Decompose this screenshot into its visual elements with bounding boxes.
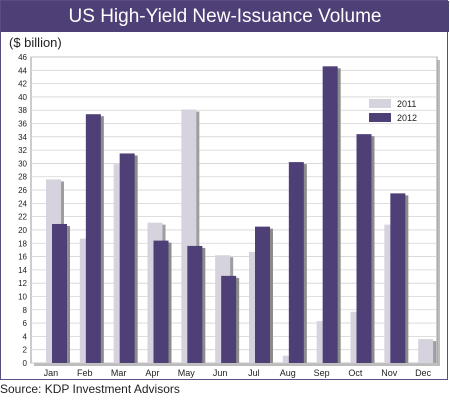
y-tick-label: 10 [18,292,27,301]
bar-2012-oct [356,134,372,363]
x-tick-label: Mar [111,368,127,378]
source-note: Source: KDP Investment Advisors [0,382,180,396]
y-tick-label: 2 [23,346,28,355]
y-tick-label: 46 [18,53,27,62]
y-tick-label: 8 [23,306,28,315]
y-tick-label: 36 [18,120,27,129]
y-tick-label: 38 [18,106,27,115]
bar-2012-jun [221,275,237,363]
x-tick-label: Dec [415,368,432,378]
bar-2012-nov [390,193,406,363]
x-tick-label: Jan [44,368,59,378]
legend-swatch-2011 [369,99,391,108]
y-tick-label: 44 [18,66,27,75]
bar-2012-may [187,245,203,363]
x-tick-label: Apr [145,368,159,378]
y-tick-label: 16 [18,253,27,262]
y-tick-label: 0 [23,359,28,368]
chart-title: US High-Yield New-Issuance Volume [1,1,449,32]
x-tick-label: Sep [314,368,330,378]
legend-swatch-2012 [369,113,391,122]
x-tick-label: Nov [381,368,398,378]
y-tick-label: 32 [18,146,27,155]
bar-2011-dec [418,339,434,363]
chart-frame: US High-Yield New-Issuance Volume ($ bil… [0,0,449,380]
bar-2012-jul [255,226,270,363]
x-tick-label: Oct [348,368,363,378]
legend-label-2012: 2012 [397,113,417,123]
y-tick-label: 34 [18,133,27,142]
bar-2012-apr [153,240,169,363]
y-tick-label: 6 [23,319,28,328]
bar-2012-mar [119,153,135,363]
y-tick-label: 40 [18,93,27,102]
x-tick-label: Feb [77,368,93,378]
x-tick-label: May [178,368,196,378]
legend-label-2011: 2011 [397,99,416,109]
y-tick-label: 14 [18,266,27,275]
y-tick-label: 26 [18,186,27,195]
bar-2012-aug [288,162,304,363]
y-tick-label: 18 [18,239,27,248]
bar-chart: 0246810121416182022242628303234363840424… [18,53,440,378]
x-tick-label: Aug [280,368,296,378]
x-tick-label: Jun [213,368,228,378]
y-tick-label: 22 [18,213,27,222]
y-tick-label: 42 [18,80,27,89]
bar-2012-feb [85,114,101,363]
y-tick-label: 30 [18,159,27,168]
y-tick-label: 20 [18,226,27,235]
x-tick-label: Jul [248,368,260,378]
y-tick-label: 12 [18,279,27,288]
y-axis-label: ($ billion) [9,35,62,50]
y-tick-label: 28 [18,173,27,182]
bar-2012-sep [322,66,338,363]
y-tick-label: 4 [23,332,28,341]
bar-2012-jan [52,223,67,363]
y-tick-label: 24 [18,199,27,208]
